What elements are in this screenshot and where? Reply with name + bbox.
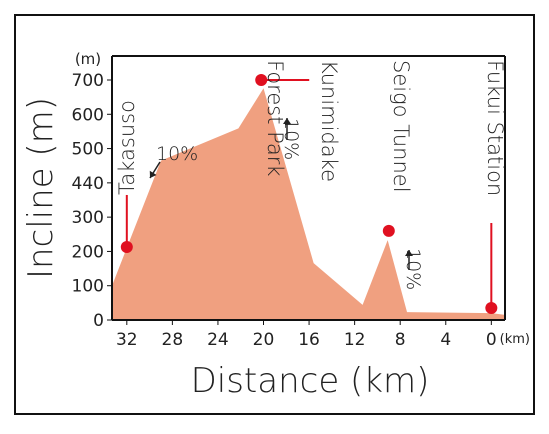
grade-arrowhead: [149, 170, 157, 178]
x-tick-label: 0: [486, 330, 497, 350]
x-tick-label: 4: [440, 330, 451, 350]
marker-label: Kunimidake: [317, 60, 341, 182]
marker: [255, 74, 268, 86]
y-tick-label: 440: [72, 174, 104, 194]
marker-label: Seigo Tunnel: [389, 60, 413, 193]
x-tick-label: 20: [253, 330, 275, 350]
marker: [120, 240, 133, 253]
x-unit: (km): [500, 332, 530, 347]
x-tick-label: 32: [116, 330, 138, 350]
marker-label: Takasuso: [115, 100, 139, 195]
marker-label: Fukui Station: [483, 60, 507, 196]
y-unit: (m): [75, 50, 101, 68]
frame: [14, 14, 535, 415]
x-tick-label: 12: [344, 330, 366, 350]
y-tick-label: 700: [72, 71, 104, 91]
grade-arrowhead: [405, 250, 413, 256]
y-axis-label: Incline (m): [21, 97, 61, 279]
y-tick-label: 100: [72, 277, 104, 297]
x-tick-label: 8: [395, 330, 406, 350]
y-tick-label: 300: [72, 208, 104, 228]
y-tick-label: 500: [72, 140, 104, 160]
marker-label: Forest Park: [263, 60, 287, 177]
grade-arrowhead: [283, 118, 291, 124]
y-tick-label: 200: [72, 242, 104, 262]
y-tick-label: 0: [93, 311, 104, 331]
grade-label: 10%: [280, 118, 302, 160]
x-tick-label: 24: [207, 330, 229, 350]
y-tick-label: 600: [72, 105, 104, 125]
area: [112, 88, 505, 320]
grade-label: 10%: [402, 248, 424, 290]
grade-label: 10%: [156, 143, 198, 165]
marker: [382, 224, 395, 237]
marker: [485, 302, 498, 314]
x-tick-label: 16: [298, 330, 320, 350]
x-axis-label: Distance (km): [191, 361, 430, 401]
x-tick-label: 28: [162, 330, 184, 350]
